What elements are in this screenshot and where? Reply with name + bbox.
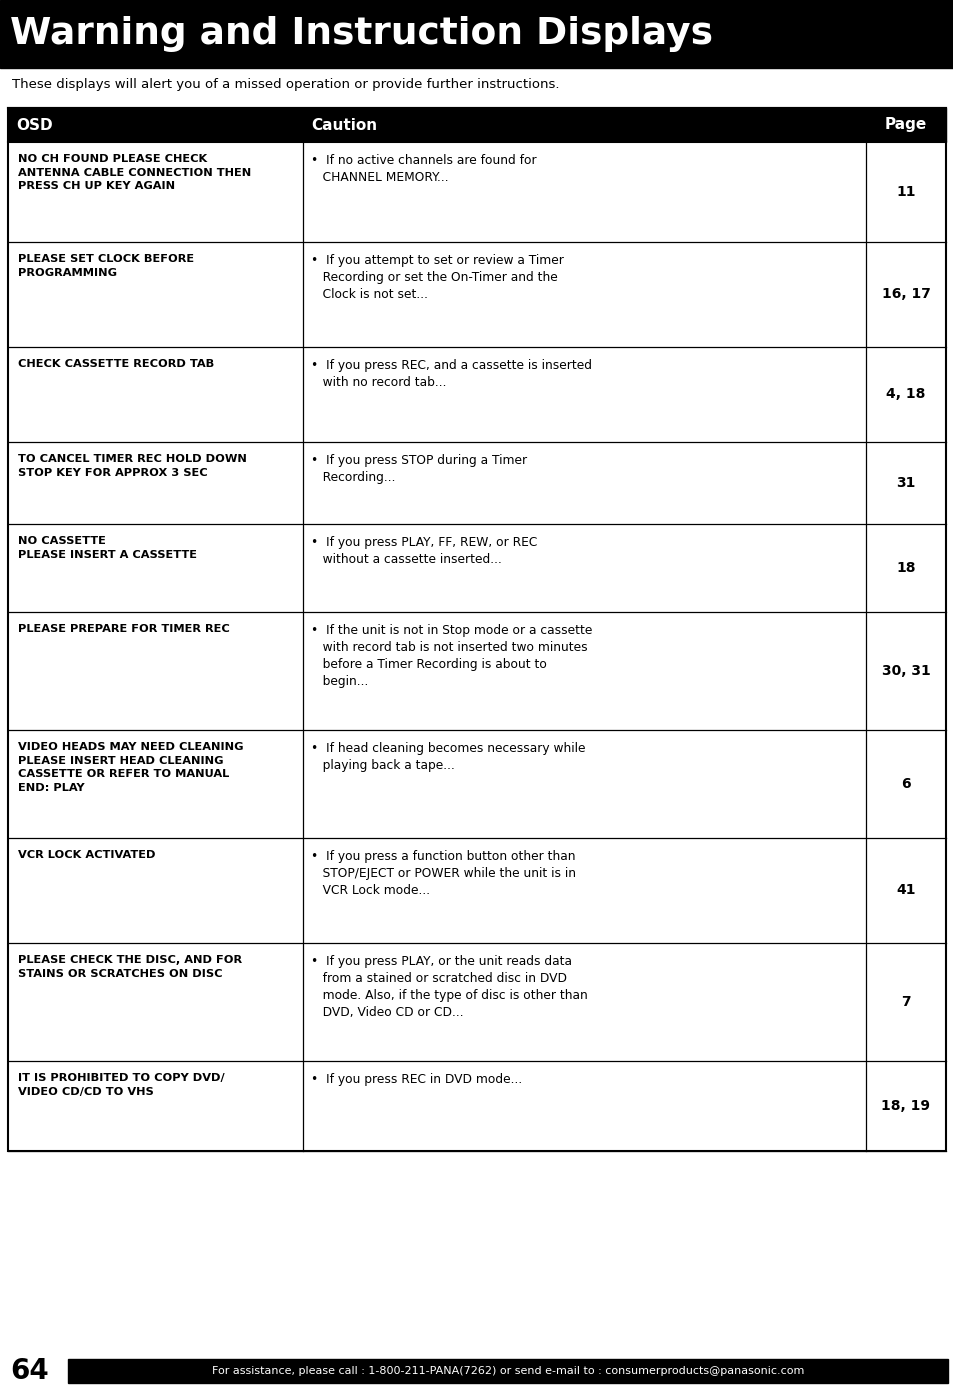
Text: 7: 7 [901, 995, 910, 1009]
Bar [8, 1061, 945, 1151]
Text: 18, 19: 18, 19 [881, 1099, 929, 1113]
Text: NO CASSETTE
PLEASE INSERT A CASSETTE: NO CASSETTE PLEASE INSERT A CASSETTE [18, 536, 196, 560]
Text: NO CH FOUND PLEASE CHECK
ANTENNA CABLE CONNECTION THEN
PRESS CH UP KEY AGAIN: NO CH FOUND PLEASE CHECK ANTENNA CABLE C… [18, 155, 251, 191]
Bar [8, 109, 945, 142]
Text: •  If you press a function button other than
   STOP/EJECT or POWER while the un: • If you press a function button other t… [311, 850, 576, 897]
Text: 11: 11 [895, 185, 915, 199]
Text: Caution: Caution [311, 117, 376, 132]
Text: 6: 6 [901, 777, 910, 791]
Text: 31: 31 [896, 476, 915, 490]
Text: IT IS PROHIBITED TO COPY DVD/
VIDEO CD/CD TO VHS: IT IS PROHIBITED TO COPY DVD/ VIDEO CD/C… [18, 1073, 224, 1096]
Text: For assistance, please call : 1-800-211-PANA(7262) or send e-mail to : consumerp: For assistance, please call : 1-800-211-… [212, 1367, 803, 1376]
Text: CHECK CASSETTE RECORD TAB: CHECK CASSETTE RECORD TAB [18, 359, 214, 369]
Text: Page: Page [884, 117, 926, 132]
Text: 16, 17: 16, 17 [881, 287, 929, 301]
Bar [8, 612, 945, 730]
Text: 18: 18 [895, 561, 915, 575]
Text: 4, 18: 4, 18 [885, 387, 924, 401]
Text: •  If you attempt to set or review a Timer
   Recording or set the On-Timer and : • If you attempt to set or review a Time… [311, 254, 563, 301]
Bar [8, 839, 945, 943]
Bar [68, 1360, 947, 1383]
Text: 41: 41 [895, 883, 915, 897]
Text: PLEASE PREPARE FOR TIMER REC: PLEASE PREPARE FOR TIMER REC [18, 624, 230, 634]
Bar [8, 730, 945, 839]
Text: •  If you press PLAY, or the unit reads data
   from a stained or scratched disc: • If you press PLAY, or the unit reads d… [311, 956, 587, 1020]
Text: •  If no active channels are found for
   CHANNEL MEMORY...: • If no active channels are found for CH… [311, 155, 536, 184]
Bar [8, 943, 945, 1061]
Bar [8, 442, 945, 524]
Text: 64: 64 [10, 1357, 49, 1385]
Bar [8, 142, 945, 242]
Text: 30, 31: 30, 31 [881, 664, 929, 678]
Text: •  If you press STOP during a Timer
   Recording...: • If you press STOP during a Timer Recor… [311, 454, 527, 483]
Text: •  If you press REC in DVD mode...: • If you press REC in DVD mode... [311, 1073, 521, 1087]
Bar [8, 347, 945, 442]
Text: TO CANCEL TIMER REC HOLD DOWN
STOP KEY FOR APPROX 3 SEC: TO CANCEL TIMER REC HOLD DOWN STOP KEY F… [18, 454, 247, 478]
Text: OSD: OSD [16, 117, 52, 132]
Text: VCR LOCK ACTIVATED: VCR LOCK ACTIVATED [18, 850, 155, 859]
Bar [8, 242, 945, 347]
Text: •  If head cleaning becomes necessary while
   playing back a tape...: • If head cleaning becomes necessary whi… [311, 742, 585, 772]
Text: PLEASE CHECK THE DISC, AND FOR
STAINS OR SCRATCHES ON DISC: PLEASE CHECK THE DISC, AND FOR STAINS OR… [18, 956, 242, 979]
Bar [8, 524, 945, 612]
Text: •  If the unit is not in Stop mode or a cassette
   with record tab is not inser: • If the unit is not in Stop mode or a c… [311, 624, 592, 688]
Text: •  If you press PLAY, FF, REW, or REC
   without a cassette inserted...: • If you press PLAY, FF, REW, or REC wit… [311, 536, 537, 566]
Text: Warning and Instruction Displays: Warning and Instruction Displays [10, 15, 712, 52]
Text: VIDEO HEADS MAY NEED CLEANING
PLEASE INSERT HEAD CLEANING
CASSETTE OR REFER TO M: VIDEO HEADS MAY NEED CLEANING PLEASE INS… [18, 742, 243, 793]
Text: PLEASE SET CLOCK BEFORE
PROGRAMMING: PLEASE SET CLOCK BEFORE PROGRAMMING [18, 254, 193, 277]
Bar [0, 0, 953, 68]
Text: •  If you press REC, and a cassette is inserted
   with no record tab...: • If you press REC, and a cassette is in… [311, 359, 592, 389]
Bar [8, 109, 945, 1151]
Text: These displays will alert you of a missed operation or provide further instructi: These displays will alert you of a misse… [12, 78, 558, 91]
